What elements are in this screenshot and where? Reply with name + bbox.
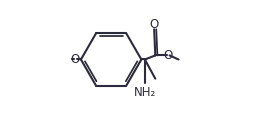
Text: O: O [150, 18, 159, 31]
Text: NH₂: NH₂ [134, 86, 156, 99]
Text: O: O [164, 49, 173, 62]
Text: O: O [71, 53, 80, 66]
